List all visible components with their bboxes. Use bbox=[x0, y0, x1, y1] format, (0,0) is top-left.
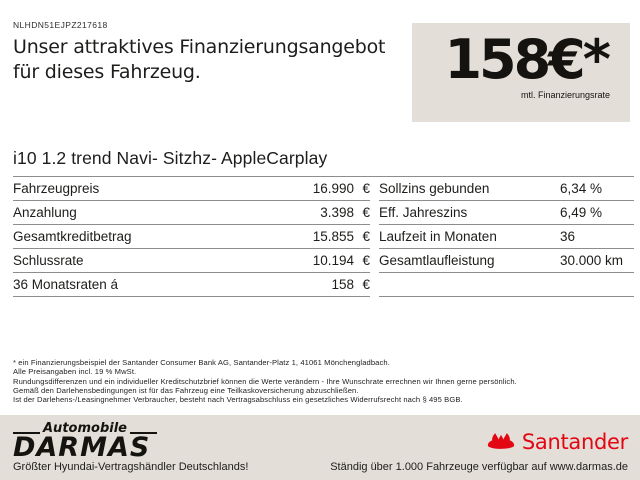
row-value: 10.194 bbox=[312, 253, 354, 268]
page-title-line2: für dieses Fahrzeug. bbox=[13, 61, 201, 83]
availability-tagline: Ständig über 1.000 Fahrzeuge verfügbar a… bbox=[330, 461, 628, 473]
fine-print-line: Alle Preisangaben incl. 19 % MwSt. bbox=[13, 367, 137, 377]
row-value: 6,34 % bbox=[560, 181, 603, 196]
row-unit: € bbox=[362, 277, 370, 292]
fine-print-line: Gemäß den Darlehensbedingungen ist für d… bbox=[13, 385, 359, 395]
row-value: 16.990 bbox=[312, 181, 354, 196]
santander-logo: Santander bbox=[486, 428, 628, 456]
darmas-logo-line bbox=[129, 431, 157, 434]
row-label: Eff. Jahreszins bbox=[379, 205, 468, 220]
row-value: 36 bbox=[560, 229, 576, 244]
darmas-logo-name: DARMAS bbox=[13, 432, 151, 463]
page-title: Unser attraktives Finanzierungsangebot f… bbox=[13, 35, 386, 85]
finance-row-gesamtkreditbetrag: Gesamtkreditbetrag 15.855 € bbox=[13, 225, 370, 249]
finance-row-empty bbox=[379, 273, 634, 297]
row-label: Gesamtlaufleistung bbox=[379, 253, 495, 268]
finance-row-anzahlung: Anzahlung 3.398 € bbox=[13, 201, 370, 225]
finance-row-laufzeit: Laufzeit in Monaten 36 bbox=[379, 225, 634, 249]
monthly-rate-box: 158€* mtl. Finanzierungsrate bbox=[412, 23, 630, 122]
row-label: Gesamtkreditbetrag bbox=[13, 229, 132, 244]
row-value: 30.000 km bbox=[560, 253, 624, 268]
row-value: 158 bbox=[331, 277, 354, 292]
finance-col-left: Fahrzeugpreis 16.990 € Anzahlung 3.398 €… bbox=[13, 177, 370, 297]
vin-text: NLHDN51EJPZ217618 bbox=[13, 20, 108, 30]
row-value: 3.398 bbox=[320, 205, 354, 220]
row-label: Fahrzeugpreis bbox=[13, 181, 100, 196]
finance-table: Fahrzeugpreis 16.990 € Anzahlung 3.398 €… bbox=[13, 177, 634, 297]
footer-band: Automobile DARMAS Santander Größter Hyun… bbox=[0, 415, 640, 480]
row-unit: € bbox=[362, 229, 370, 244]
row-unit: € bbox=[362, 205, 370, 220]
dealer-tagline: Größter Hyundai-Vertragshändler Deutschl… bbox=[13, 461, 249, 473]
row-unit: € bbox=[362, 253, 370, 268]
row-label: Sollzins gebunden bbox=[379, 181, 490, 196]
santander-logo-text: Santander bbox=[521, 430, 628, 454]
fine-print-line: Rundungsdifferenzen und ein individuelle… bbox=[13, 376, 517, 386]
finance-row-sollzins: Sollzins gebunden 6,34 % bbox=[379, 177, 634, 201]
darmas-logo: Automobile DARMAS bbox=[13, 422, 157, 461]
darmas-logo-line bbox=[13, 431, 40, 434]
finance-row-gesamtlaufleistung: Gesamtlaufleistung 30.000 km bbox=[379, 249, 634, 273]
darmas-logo-sub: Automobile bbox=[13, 422, 157, 435]
row-label: Schlussrate bbox=[13, 253, 84, 268]
page-title-line1: Unser attraktives Finanzierungsangebot bbox=[13, 36, 386, 58]
fine-print-line: * ein Finanzierungsbeispiel der Santande… bbox=[13, 358, 390, 367]
row-label: 36 Monatsraten á bbox=[13, 277, 119, 292]
fine-print: * ein Finanzierungsbeispiel der Santande… bbox=[13, 358, 517, 404]
fine-print-line: Ist der Darlehens-/Leasingnehmer Verbrau… bbox=[13, 395, 463, 405]
finance-row-monatsraten: 36 Monatsraten á 158 € bbox=[13, 273, 370, 297]
row-label: Laufzeit in Monaten bbox=[379, 229, 497, 244]
row-value: 6,49 % bbox=[560, 205, 603, 220]
row-value: 15.855 bbox=[312, 229, 354, 244]
monthly-rate-caption: mtl. Finanzierungsrate bbox=[520, 90, 610, 100]
row-unit: € bbox=[362, 181, 370, 196]
darmas-logo-subtext: Automobile bbox=[43, 421, 127, 436]
finance-row-fahrzeugpreis: Fahrzeugpreis 16.990 € bbox=[13, 177, 370, 201]
finance-col-right: Sollzins gebunden 6,34 % Eff. Jahreszins… bbox=[379, 177, 634, 297]
row-label: Anzahlung bbox=[13, 205, 77, 220]
monthly-rate-value: 158€* bbox=[444, 28, 611, 91]
finance-row-jahreszins: Eff. Jahreszins 6,49 % bbox=[379, 201, 634, 225]
finance-row-schlussrate: Schlussrate 10.194 € bbox=[13, 249, 370, 273]
vehicle-title: i10 1.2 trend Navi- Sitzhz- AppleCarplay bbox=[13, 148, 634, 177]
santander-flame-icon bbox=[486, 428, 516, 456]
